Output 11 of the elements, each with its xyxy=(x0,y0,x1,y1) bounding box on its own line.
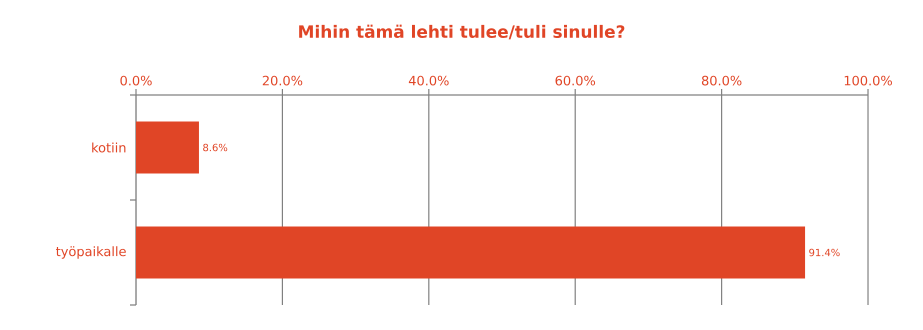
chart-title: Mihin tämä lehti tulee/tuli sinulle? xyxy=(299,24,624,40)
data-label: 91.4% xyxy=(809,248,840,256)
x-tick-label: 40.0% xyxy=(408,76,449,86)
y-tick-label: työpaikalle xyxy=(56,246,126,259)
x-tick-label: 80.0% xyxy=(702,76,742,86)
x-tick-label: 20.0% xyxy=(262,76,302,86)
data-label: 8.6% xyxy=(203,144,228,152)
x-tick-label: 60.0% xyxy=(556,76,596,86)
x-tick-label: 100.0% xyxy=(844,76,892,86)
y-tick-label: kotiin xyxy=(92,142,126,153)
x-tick-label: 0.0% xyxy=(120,76,152,86)
